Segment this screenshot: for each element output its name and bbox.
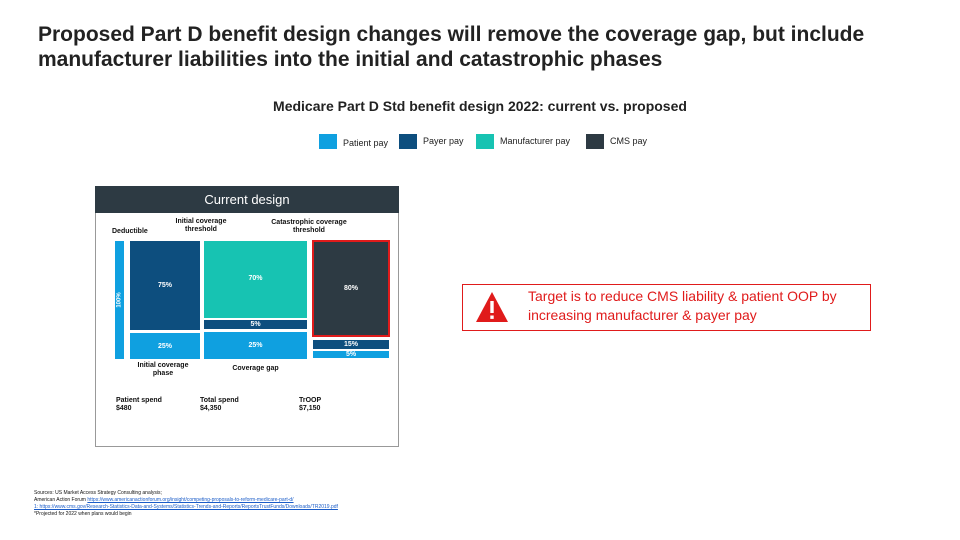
troop-spend: TrOOP $7,150 (299, 397, 321, 413)
initial-phase-label: Initial coverage phase (137, 362, 189, 377)
spend-value: $480 (116, 405, 132, 412)
spend-label: Total spend (200, 397, 239, 404)
initial-patient-segment: 25% (130, 333, 200, 359)
gap-manufacturer-segment: 70% (204, 241, 307, 318)
legend-swatch-manufacturer (476, 133, 494, 149)
legend-item-manufacturer: Manufacturer pay (476, 133, 570, 149)
legend-label: Patient pay (343, 138, 389, 148)
chart-subtitle: Medicare Part D Std benefit design 2022:… (273, 98, 687, 114)
gap-payer-segment: 5% (204, 320, 307, 329)
legend-swatch-payer (399, 133, 417, 149)
warning-triangle-icon (476, 292, 508, 322)
legend-item-cms: CMS pay (586, 133, 647, 149)
spend-label: TrOOP (299, 397, 322, 404)
catastrophic-threshold-label: Catastrophic coverage threshold (271, 219, 347, 234)
segment-value: 5% (345, 351, 357, 358)
source-link[interactable]: 1: https://www.cms.gov/Research-Statisti… (34, 504, 338, 510)
deductible-label: Deductible (112, 228, 148, 235)
spend-value: $4,350 (200, 405, 222, 412)
segment-value: 15% (343, 341, 358, 348)
segment-value: 80% (343, 285, 358, 292)
source-prefix: American Action Forum (34, 497, 88, 503)
panel-header: Current design (95, 186, 399, 213)
segment-value: 100% (116, 292, 123, 308)
source-line: American Action Forum https://www.americ… (34, 497, 734, 504)
initial-payer-segment: 75% (130, 241, 200, 330)
segment-value: 75% (157, 282, 172, 289)
page-title: Proposed Part D benefit design changes w… (38, 23, 865, 71)
segment-value: 25% (248, 342, 263, 349)
legend-label: Manufacturer pay (500, 136, 571, 146)
legend-swatch-patient (319, 133, 337, 149)
segment-value: 25% (157, 342, 172, 350)
total-spend: Total spend $4,350 (200, 397, 239, 413)
segment-value: 5% (250, 321, 261, 328)
gap-patient-segment: 25% (204, 332, 307, 359)
legend-swatch-cms (586, 133, 604, 149)
spend-value: $7,150 (299, 405, 321, 412)
catastrophic-payer-segment: 15% (313, 340, 389, 349)
callout-box (462, 284, 871, 331)
legend-item-payer: Payer pay (399, 133, 464, 149)
source-line: *Projected for 2022 when plans would beg… (34, 511, 132, 517)
legend-item-patient: Patient pay (319, 133, 388, 149)
patient-spend: Patient spend $480 (116, 397, 162, 413)
legend-label: CMS pay (610, 136, 648, 146)
source-link[interactable]: https://www.americanactionforum.org/insi… (87, 497, 294, 503)
segment-value: 70% (248, 275, 263, 282)
catastrophic-patient-segment: 5% (313, 351, 389, 358)
sources-footnote: Sources: US Market Access Strategy Consu… (34, 490, 734, 518)
callout-text: Target is to reduce CMS liability & pati… (528, 288, 837, 323)
coverage-gap-label: Coverage gap (232, 365, 279, 372)
catastrophic-cms-segment: 80% (312, 240, 390, 337)
deductible-patient-segment: 100% (115, 241, 124, 359)
initial-threshold-label: Initial coverage threshold (175, 218, 227, 233)
spend-label: Patient spend (116, 397, 162, 404)
legend-label: Payer pay (423, 136, 464, 146)
source-line: Sources: US Market Access Strategy Consu… (34, 490, 162, 496)
